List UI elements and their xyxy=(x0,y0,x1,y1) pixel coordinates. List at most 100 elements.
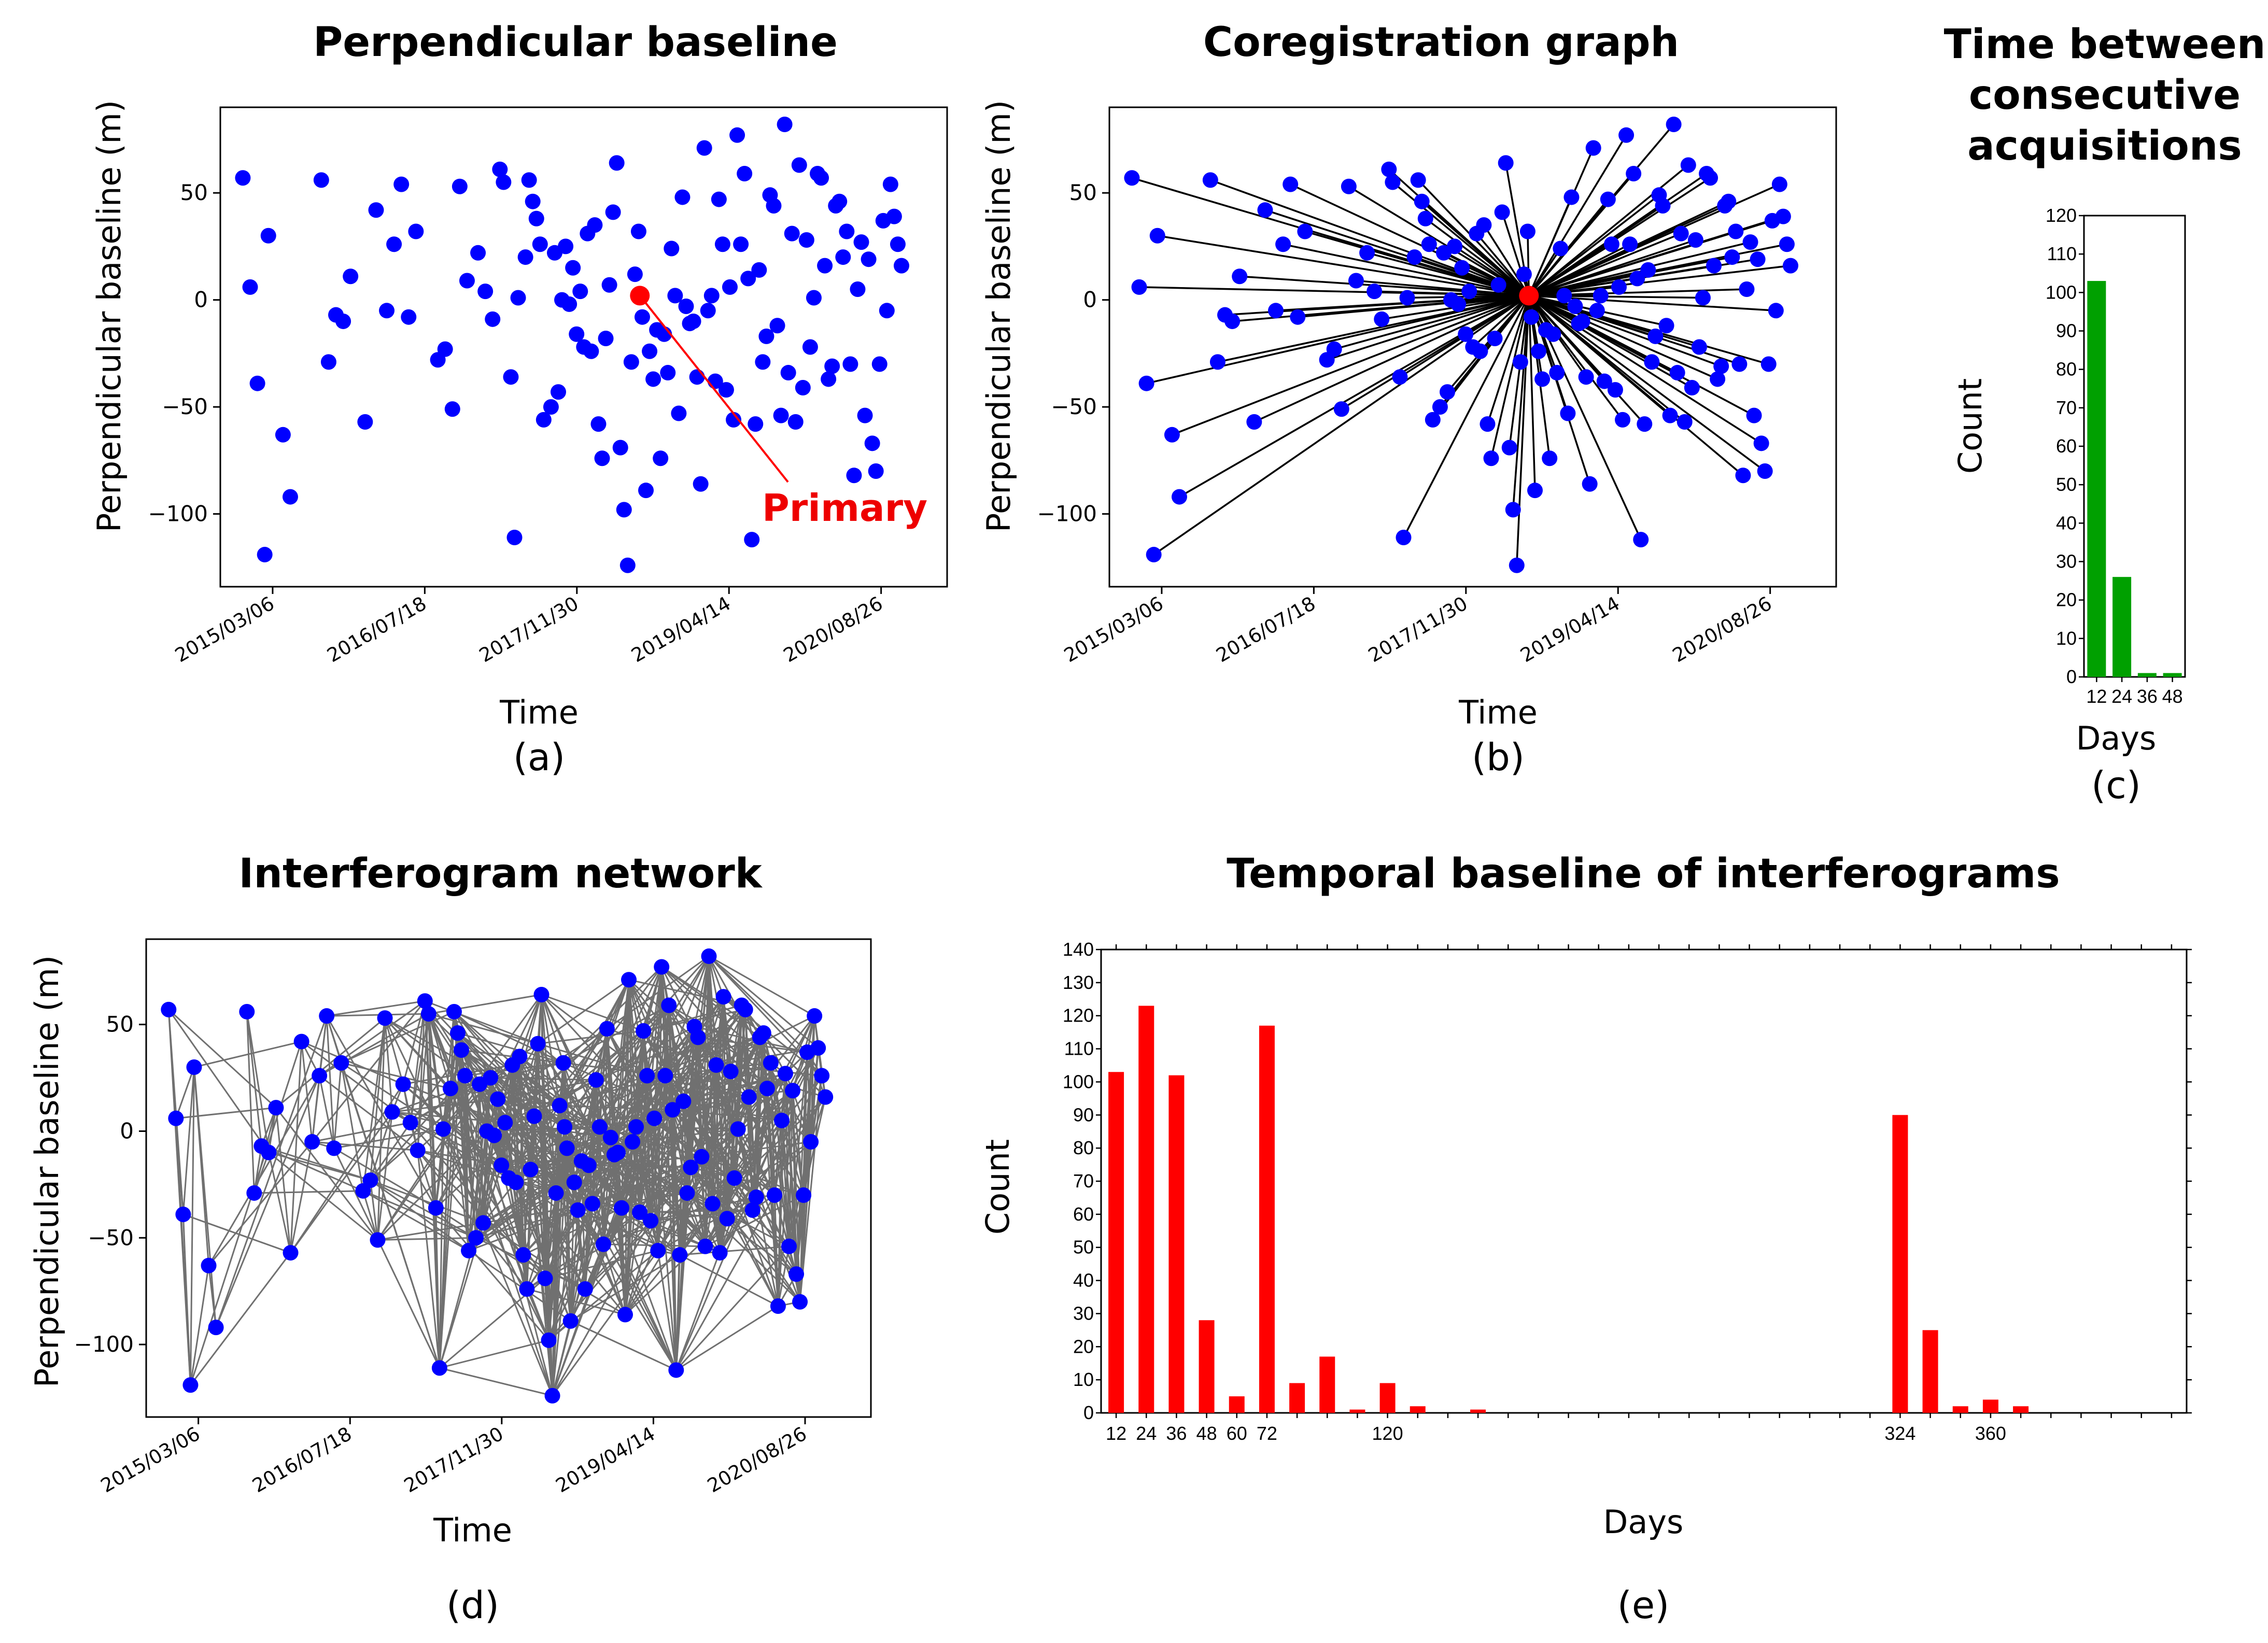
acquisition-point xyxy=(459,273,475,289)
acquisition-point xyxy=(335,313,351,329)
acquisition-point xyxy=(737,166,753,182)
acquisition-point xyxy=(787,414,804,430)
interferogram-edge xyxy=(700,996,725,1157)
acquisition-point xyxy=(594,450,610,466)
acquisition-point xyxy=(525,193,541,209)
acquisition-point xyxy=(449,1025,466,1041)
y-tick-label: 0 xyxy=(194,287,208,313)
acquisition-point xyxy=(643,1213,659,1229)
interferogram-edge xyxy=(482,1165,502,1223)
acquisition-point xyxy=(623,354,639,370)
acquisition-point xyxy=(1545,326,1561,342)
interferogram-edge xyxy=(326,1016,335,1149)
acquisition-point xyxy=(566,1174,582,1191)
plot-area-b: 50 0 −50 −100 2015/03/06 2016/07/18 2017/11/30… xyxy=(1037,106,1837,667)
interferogram-edge xyxy=(182,1213,291,1254)
y-tick-label: 10 xyxy=(2056,628,2077,649)
interferogram-edge xyxy=(341,1062,451,1089)
coregistration-edge xyxy=(1483,224,1530,296)
histogram-bar xyxy=(2087,281,2106,677)
acquisition-point xyxy=(1782,258,1798,274)
acquisition-point xyxy=(1721,193,1737,209)
acquisition-point xyxy=(609,155,625,171)
xlabel-c: Days xyxy=(2076,719,2157,757)
acquisition-point xyxy=(343,268,359,285)
interferogram-edge xyxy=(333,1063,342,1149)
acquisition-point xyxy=(832,193,848,209)
acquisition-point xyxy=(744,1202,760,1218)
interferogram-edge xyxy=(606,979,630,1029)
acquisition-point xyxy=(741,1089,757,1105)
interferogram-edge xyxy=(369,1180,378,1240)
acquisition-point xyxy=(517,249,533,265)
acquisition-point xyxy=(1735,468,1751,484)
histogram-bar xyxy=(1168,1075,1185,1413)
acquisition-point xyxy=(304,1134,320,1150)
acquisition-point xyxy=(835,249,851,265)
interferogram-edge xyxy=(777,1090,794,1307)
acquisition-point xyxy=(1542,450,1558,466)
coregistration-edge xyxy=(1528,243,1787,297)
acquisition-point xyxy=(683,1159,699,1175)
interferogram-edge xyxy=(671,1026,695,1110)
y-tick-label: −100 xyxy=(148,501,208,527)
coregistration-edge xyxy=(1512,295,1530,510)
interferogram-edge xyxy=(515,979,630,1183)
interferogram-edge xyxy=(208,1075,320,1266)
y-tick-label: 20 xyxy=(2056,589,2077,611)
y-tick-label: 130 xyxy=(1063,972,1094,993)
histogram-bar xyxy=(1349,1409,1365,1413)
x-tick-label: 2017/11/30 xyxy=(1364,592,1471,667)
interferogram-edge xyxy=(806,1052,812,1142)
interferogram-edge xyxy=(311,1000,426,1142)
interferogram-edge xyxy=(693,956,710,1027)
acquisition-point xyxy=(569,326,585,342)
interferogram-edge xyxy=(564,1004,670,1128)
acquisition-point xyxy=(650,1242,666,1258)
acquisition-point xyxy=(523,1162,539,1178)
acquisition-point xyxy=(497,1114,513,1130)
coregistration-edge xyxy=(1472,295,1530,348)
acquisition-point xyxy=(685,313,701,329)
y-tick-label: 0 xyxy=(120,1118,134,1143)
acquisition-point xyxy=(261,1144,277,1160)
interferogram-edge xyxy=(504,1028,608,1124)
acquisition-point xyxy=(813,170,829,186)
acquisition-point xyxy=(711,191,727,207)
acquisition-point xyxy=(1505,502,1521,518)
interferogram-edge xyxy=(591,1080,597,1204)
acquisition-point xyxy=(257,547,273,563)
acquisition-point xyxy=(526,1108,542,1124)
interferogram-edge xyxy=(341,1062,444,1130)
x-tick-label: 2020/08/26 xyxy=(1669,592,1776,667)
acquisition-point xyxy=(1687,232,1703,248)
coregistration-edge xyxy=(1527,231,1530,296)
acquisition-point xyxy=(598,330,614,346)
ylabel-c: Count xyxy=(1951,378,1989,474)
acquisition-point xyxy=(719,1211,735,1227)
coregistration-edge xyxy=(1421,201,1530,296)
acquisition-point xyxy=(839,223,855,239)
acquisition-point xyxy=(384,1104,400,1120)
acquisition-point xyxy=(1585,140,1601,156)
acquisition-point xyxy=(1750,251,1766,267)
acquisition-point xyxy=(515,1247,531,1263)
coregistration-edge xyxy=(1217,294,1529,363)
xlabel-b: Time xyxy=(1458,693,1538,731)
acquisition-point xyxy=(802,339,818,355)
acquisition-point xyxy=(1509,557,1525,573)
acquisition-point xyxy=(268,1100,284,1116)
acquisition-point xyxy=(1633,532,1649,548)
acquisition-point xyxy=(583,343,599,359)
acquisition-point xyxy=(791,157,807,173)
x-tick-label: 60 xyxy=(1227,1423,1247,1444)
acquisition-point xyxy=(1290,309,1306,325)
acquisition-point xyxy=(882,176,898,192)
acquisition-point xyxy=(781,1238,797,1254)
acquisition-point xyxy=(541,1332,557,1348)
interferogram-edge xyxy=(428,1013,444,1129)
acquisition-point xyxy=(788,1266,805,1282)
acquisition-point xyxy=(559,1140,575,1156)
acquisition-point xyxy=(446,1003,462,1019)
interferogram-edge xyxy=(697,1037,721,1253)
